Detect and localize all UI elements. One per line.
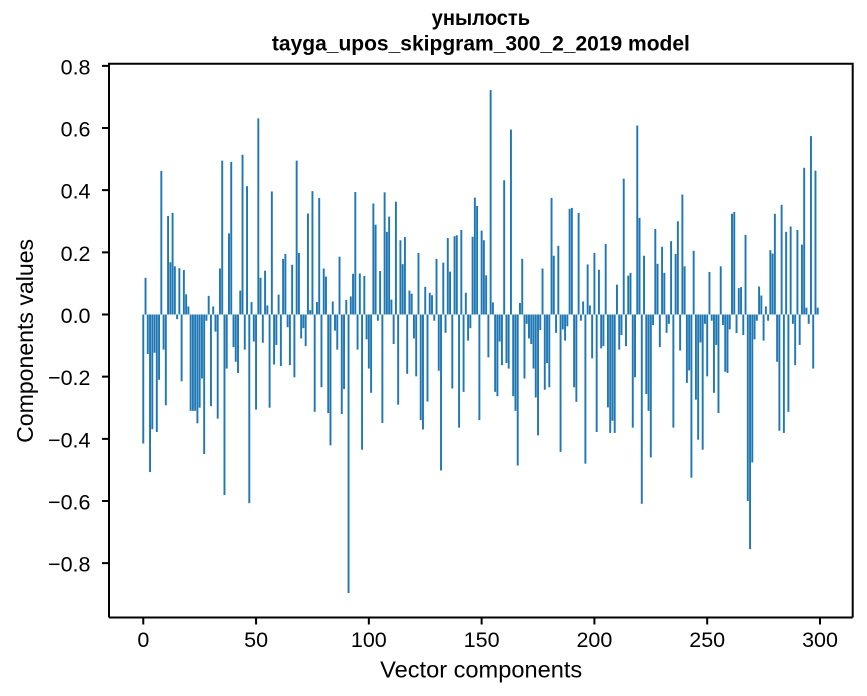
svg-text:tayga_upos_skipgram_300_2_2019: tayga_upos_skipgram_300_2_2019 model [272, 32, 690, 55]
svg-text:0: 0 [137, 628, 149, 652]
svg-text:150: 150 [464, 628, 500, 652]
svg-text:−0.6: −0.6 [48, 491, 90, 515]
svg-text:0.8: 0.8 [61, 55, 91, 79]
svg-text:300: 300 [802, 628, 838, 652]
svg-text:250: 250 [689, 628, 725, 652]
svg-text:Components values: Components values [12, 239, 38, 443]
svg-text:Vector components: Vector components [380, 656, 582, 682]
svg-text:0.0: 0.0 [61, 304, 91, 328]
svg-text:−0.2: −0.2 [48, 366, 90, 390]
svg-text:унылость: унылость [432, 7, 531, 30]
svg-text:0.4: 0.4 [61, 180, 91, 204]
svg-text:0.6: 0.6 [61, 118, 91, 142]
svg-text:0.2: 0.2 [61, 242, 91, 266]
svg-text:200: 200 [576, 628, 612, 652]
svg-text:50: 50 [244, 628, 268, 652]
svg-text:−0.4: −0.4 [48, 428, 90, 452]
svg-text:100: 100 [351, 628, 387, 652]
svg-text:−0.8: −0.8 [48, 553, 90, 577]
